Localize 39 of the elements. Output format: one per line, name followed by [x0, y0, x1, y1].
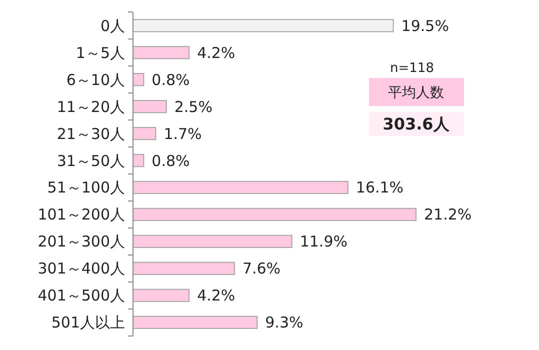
data-label: 21.2% [424, 206, 472, 224]
bar [132, 126, 156, 140]
data-label: 7.6% [242, 260, 281, 278]
y-tick-label: 301～400人 [38, 260, 125, 278]
y-tick-label: 6～10人 [66, 70, 125, 89]
bar [132, 234, 292, 248]
data-label: 2.5% [174, 98, 212, 116]
bar [132, 154, 144, 168]
data-label: 1.7% [164, 124, 202, 143]
y-tick-label: 21～30人 [56, 124, 125, 143]
data-label: 0.8% [152, 152, 190, 170]
bar [132, 73, 144, 86]
annotation: 平均人数 [388, 84, 444, 101]
data-label: 4.2% [197, 44, 236, 62]
bar [132, 180, 348, 194]
bar [132, 19, 394, 32]
data-label: 9.3% [265, 314, 304, 332]
data-label: 4.2% [197, 286, 236, 305]
annotation: n=118 [390, 61, 434, 76]
bar [132, 262, 235, 275]
y-tick-label: 1～5人 [76, 44, 125, 62]
bar [132, 288, 190, 302]
bar [132, 100, 167, 114]
y-tick-label: 11～20人 [56, 98, 125, 116]
y-tick-label: 51～100人 [47, 178, 125, 197]
data-label: 19.5% [401, 16, 449, 35]
bar [132, 208, 416, 222]
y-tick-label: 201～300人 [38, 232, 125, 251]
y-tick-label: 31～50人 [56, 152, 125, 170]
y-tick-label: 401～500人 [38, 286, 125, 305]
data-label: 0.8% [152, 70, 190, 89]
data-label: 11.9% [300, 232, 348, 251]
y-tick-label: 0人 [100, 16, 125, 35]
bar [132, 316, 258, 329]
bar [132, 46, 190, 60]
annotation: 303.6人 [382, 114, 450, 134]
y-tick-label: 501人以上 [51, 314, 125, 332]
data-label: 16.1% [356, 178, 404, 197]
y-tick-label: 101～200人 [38, 206, 125, 224]
